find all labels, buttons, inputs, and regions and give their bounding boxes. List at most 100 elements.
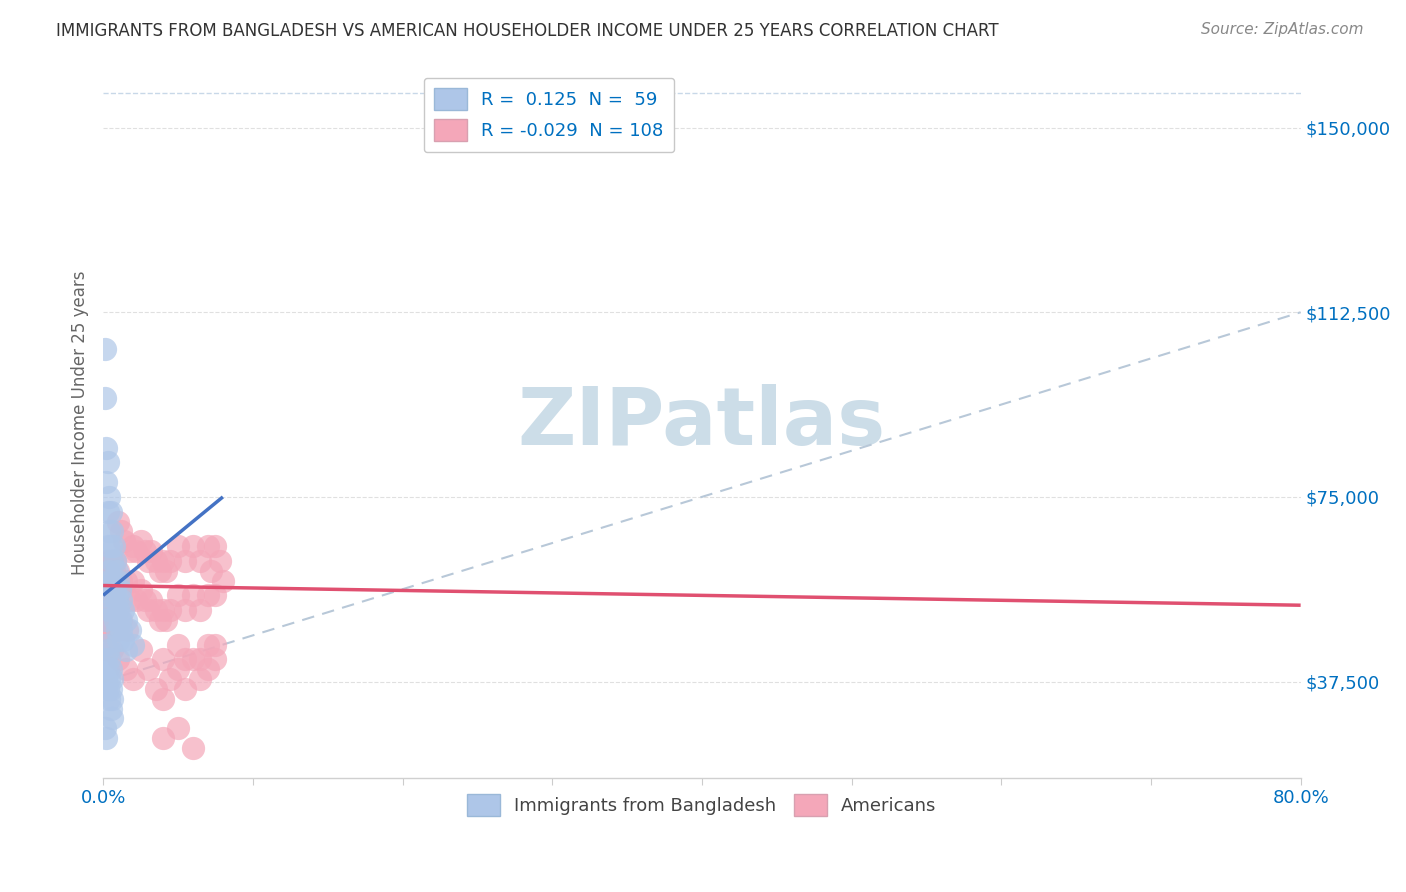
Point [94, 588, 117, 602]
Point [136, 662, 159, 676]
Point [174, 554, 197, 568]
Point [97, 505, 120, 519]
Point [93, 722, 115, 736]
Point [149, 564, 172, 578]
Point [159, 672, 181, 686]
Point [94, 574, 117, 588]
Point [155, 564, 177, 578]
Point [93, 613, 115, 627]
Point [94, 613, 117, 627]
Point [104, 583, 127, 598]
Point [101, 554, 124, 568]
Point [97, 603, 120, 617]
Point [108, 613, 131, 627]
Point [125, 593, 148, 607]
Point [94, 652, 117, 666]
Point [174, 681, 197, 696]
Point [97, 642, 120, 657]
Point [100, 505, 122, 519]
Point [98, 672, 121, 686]
Point [107, 652, 129, 666]
Point [114, 642, 136, 657]
Point [100, 539, 122, 553]
Point [145, 554, 167, 568]
Point [103, 603, 125, 617]
Point [94, 441, 117, 455]
Point [190, 603, 212, 617]
Point [197, 539, 219, 553]
Point [212, 574, 235, 588]
Point [104, 574, 127, 588]
Point [197, 638, 219, 652]
Text: ZIPatlas: ZIPatlas [517, 384, 886, 462]
Point [93, 342, 115, 356]
Point [112, 534, 135, 549]
Point [167, 638, 190, 652]
Point [104, 593, 127, 607]
Point [103, 583, 125, 598]
Point [139, 544, 162, 558]
Point [97, 681, 120, 696]
Point [103, 564, 125, 578]
Point [181, 741, 204, 756]
Point [100, 603, 122, 617]
Point [104, 554, 127, 568]
Point [208, 554, 231, 568]
Point [152, 603, 174, 617]
Point [97, 564, 120, 578]
Point [152, 652, 174, 666]
Point [101, 642, 124, 657]
Point [120, 623, 142, 637]
Point [101, 588, 124, 602]
Point [107, 564, 129, 578]
Y-axis label: Householder Income Under 25 years: Householder Income Under 25 years [72, 271, 89, 575]
Point [114, 574, 136, 588]
Point [197, 588, 219, 602]
Point [93, 564, 115, 578]
Point [93, 583, 115, 598]
Point [94, 593, 117, 607]
Point [190, 652, 212, 666]
Point [101, 574, 124, 588]
Point [98, 524, 121, 539]
Point [93, 603, 115, 617]
Point [204, 652, 226, 666]
Point [97, 623, 120, 637]
Point [111, 632, 134, 647]
Point [97, 662, 120, 676]
Point [122, 638, 145, 652]
Point [139, 593, 162, 607]
Point [159, 554, 181, 568]
Point [167, 588, 190, 602]
Point [120, 544, 142, 558]
Point [101, 554, 124, 568]
Point [101, 691, 124, 706]
Point [97, 642, 120, 657]
Point [94, 731, 117, 746]
Point [120, 593, 142, 607]
Point [105, 593, 128, 607]
Point [107, 632, 129, 647]
Point [181, 588, 204, 602]
Point [122, 539, 145, 553]
Point [93, 638, 115, 652]
Point [167, 722, 190, 736]
Point [94, 475, 117, 490]
Point [136, 554, 159, 568]
Point [114, 662, 136, 676]
Point [115, 623, 138, 637]
Point [105, 564, 128, 578]
Point [103, 603, 125, 617]
Point [93, 392, 115, 406]
Point [125, 544, 148, 558]
Point [114, 613, 136, 627]
Point [145, 681, 167, 696]
Point [167, 662, 190, 676]
Point [100, 583, 122, 598]
Point [204, 539, 226, 553]
Point [110, 613, 132, 627]
Point [174, 652, 197, 666]
Point [111, 603, 134, 617]
Point [190, 554, 212, 568]
Point [105, 623, 128, 637]
